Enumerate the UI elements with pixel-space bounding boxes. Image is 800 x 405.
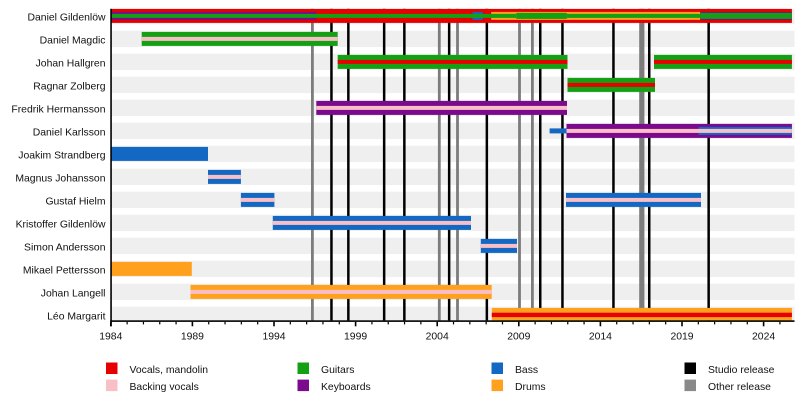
svg-text:Ragnar Zolberg: Ragnar Zolberg [33,81,105,92]
svg-text:2014: 2014 [589,332,612,343]
svg-text:Daniel Magdic: Daniel Magdic [40,35,106,46]
svg-text:Drums: Drums [515,382,546,393]
svg-text:1989: 1989 [181,332,204,343]
svg-text:Fredrik Hermansson: Fredrik Hermansson [11,104,105,115]
svg-text:2004: 2004 [426,332,449,343]
svg-text:Other release: Other release [708,382,771,393]
svg-text:Simon Andersson: Simon Andersson [24,242,106,253]
svg-text:2009: 2009 [507,332,530,343]
svg-text:Keyboards: Keyboards [321,382,371,393]
svg-text:Kristoffer Gildenlöw: Kristoffer Gildenlöw [16,219,106,230]
svg-text:Daniel Karlsson: Daniel Karlsson [33,127,106,138]
svg-text:Mikael Pettersson: Mikael Pettersson [23,265,106,276]
svg-text:Backing vocals: Backing vocals [130,382,199,393]
svg-text:Vocals, mandolin: Vocals, mandolin [130,365,209,376]
svg-text:Magnus Johansson: Magnus Johansson [15,173,105,184]
svg-text:Johan Langell: Johan Langell [41,288,106,299]
svg-text:Bass: Bass [515,365,538,376]
svg-text:Studio release: Studio release [708,365,775,376]
svg-text:1984: 1984 [99,332,122,343]
svg-text:Daniel Gildenlöw: Daniel Gildenlöw [28,12,106,23]
svg-text:Guitars: Guitars [321,365,355,376]
svg-text:1999: 1999 [344,332,367,343]
svg-text:Léo Margarit: Léo Margarit [47,311,105,322]
svg-text:2019: 2019 [670,332,693,343]
svg-text:Gustaf Hielm: Gustaf Hielm [45,196,105,207]
svg-text:Johan Hallgren: Johan Hallgren [36,58,106,69]
svg-text:Joakim Strandberg: Joakim Strandberg [18,150,105,161]
svg-text:1994: 1994 [262,332,285,343]
svg-text:2024: 2024 [752,332,775,343]
